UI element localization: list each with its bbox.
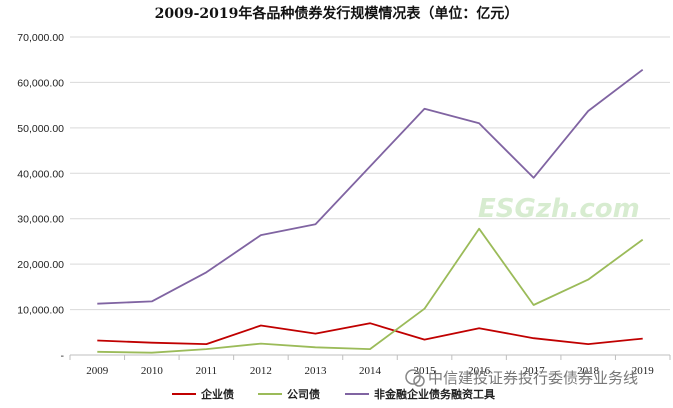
wechat-watermark-text: 中信建投证券投行委债券业务线 [428, 369, 638, 387]
x-tick-label: 2016 [468, 365, 491, 377]
y-tick-label: 60,000.00 [17, 77, 64, 89]
chart-title: 2009-2019年各品种债券发行规模情况表（单位：亿元） [154, 6, 519, 22]
legend-label: 企业债 [200, 387, 234, 401]
y-tick-label: 70,000.00 [17, 32, 64, 44]
x-tick-labels: 2009 2010 2011 2012 2013 2014 2015 2016 2017 2018… [86, 365, 654, 377]
series-line [97, 227, 644, 354]
x-tick-label: 2017 [523, 365, 546, 377]
legend-label: 公司债 [287, 387, 320, 401]
series-line [97, 68, 644, 305]
y-tick-labels: - 10,000.00 20,000.00 30,000.00 40,000.00 50,… [17, 32, 64, 362]
y-tick-label: - [61, 350, 65, 362]
legend: 企业债 公司债 非金融企业债务融资工具 [172, 387, 495, 401]
x-tick-label: 2014 [359, 365, 382, 377]
x-tick-label: 2011 [196, 365, 218, 377]
series-line [97, 322, 643, 346]
y-tick-label: 40,000.00 [17, 168, 64, 180]
legend-label: 非金融企业债务融资工具 [374, 387, 495, 401]
y-tick-label: 50,000.00 [17, 123, 64, 135]
series-lines [97, 68, 644, 354]
x-tick-label: 2013 [304, 365, 327, 377]
axes [69, 354, 671, 360]
x-tick-label: 2010 [141, 365, 164, 377]
wechat-icon [405, 369, 421, 385]
site-watermark: ESGzh.com [478, 194, 640, 224]
x-tick-label: 2012 [250, 365, 272, 377]
y-tick-label: 20,000.00 [17, 259, 64, 271]
y-tick-label: 30,000.00 [17, 214, 64, 226]
grid-lines [70, 36, 670, 311]
x-tick-label: 2018 [577, 365, 600, 377]
x-tick-label: 2019 [632, 365, 655, 377]
y-tick-label: 10,000.00 [17, 305, 64, 317]
wechat-icon-inner [413, 375, 425, 387]
x-tick-label: 2009 [86, 365, 109, 377]
wechat-watermark: 中信建投证券投行委债券业务线 [405, 369, 638, 387]
